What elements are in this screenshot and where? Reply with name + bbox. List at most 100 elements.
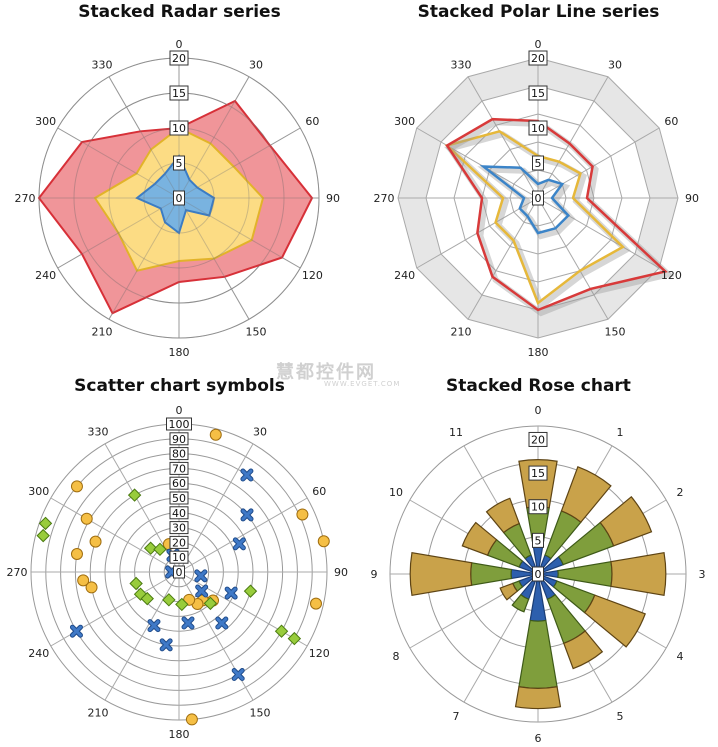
- angle-label: 180: [528, 346, 549, 359]
- scatter-point-diamond: [287, 631, 302, 646]
- scatter-point-x: [196, 585, 208, 597]
- rose-segment-1: [470, 562, 513, 586]
- radial-label: 10: [172, 551, 186, 564]
- angle-label: 0: [176, 404, 183, 417]
- angle-label: 120: [302, 269, 323, 282]
- polar-line-chart: 0 30 60 90 120 150 180 210 240 270 300 330 0 5 10 15 20: [374, 38, 700, 359]
- angle-label: 8: [392, 650, 399, 663]
- radial-label: 30: [172, 522, 186, 535]
- grid-spoke-overlay: [178, 197, 250, 320]
- rose-segment-1: [518, 619, 558, 689]
- radial-label: 0: [176, 192, 183, 205]
- grid-spoke-overlay: [178, 76, 250, 199]
- scatter-point-x: [241, 469, 253, 481]
- scatter-point-circle: [185, 713, 198, 726]
- scatter-point-circle: [317, 535, 330, 548]
- scatter-point-circle: [77, 574, 90, 587]
- grid-spoke: [537, 76, 609, 199]
- scatter-point-x: [241, 509, 253, 521]
- scatter-title: Scatter chart symbols: [74, 376, 285, 396]
- scatter-point-diamond: [203, 596, 218, 611]
- angle-label: 4: [677, 650, 684, 663]
- angle-label: 330: [92, 59, 113, 72]
- radial-label-box: [166, 417, 192, 431]
- grid-spoke: [178, 571, 308, 647]
- radial-label: 100: [169, 418, 190, 431]
- angle-label: 240: [35, 269, 56, 282]
- angle-label: 1: [617, 426, 624, 439]
- grid-spoke: [178, 497, 308, 573]
- scatter-point-diamond: [36, 528, 50, 543]
- scatter-point-x: [70, 625, 82, 637]
- angle-label: 270: [15, 192, 36, 205]
- scatter-point-diamond: [153, 542, 167, 557]
- scatter-point-diamond: [129, 576, 143, 591]
- angle-label: 30: [249, 59, 263, 72]
- grid-spoke-overlay: [108, 197, 180, 320]
- rose-segment-2: [461, 521, 498, 557]
- scatter-point-diamond: [175, 597, 189, 612]
- radial-label-box: [169, 432, 189, 446]
- scatter-panel: Scatter chart symbols 0 30 60 90 120 150 180 21…: [0, 374, 359, 747]
- radial-label: 20: [172, 52, 186, 65]
- scatter-point-diamond: [162, 593, 176, 607]
- radial-label: 0: [535, 192, 542, 205]
- angle-label: 150: [605, 325, 626, 338]
- rose-title: Stacked Rose chart: [446, 376, 631, 396]
- radial-label: 60: [172, 477, 186, 490]
- radial-label: 20: [172, 536, 186, 549]
- rose-segment-1: [511, 593, 530, 613]
- scatter-point-circle: [296, 508, 309, 521]
- polar-line-series-2: [445, 117, 668, 312]
- radial-label-box: [532, 532, 544, 548]
- angle-label: 180: [169, 728, 190, 741]
- radial-label: 10: [172, 122, 186, 135]
- angle-label: 300: [394, 115, 415, 128]
- watermark-sub: WWW.EVGET.COM: [324, 380, 401, 388]
- radial-label-box: [173, 155, 185, 171]
- polar-line-series-0: [479, 165, 571, 235]
- scatter-chart: 0306090120150180210240270300330010203040…: [7, 404, 349, 741]
- angle-label: 150: [250, 706, 271, 719]
- radial-label-box: [169, 521, 189, 535]
- radial-label-box: [528, 120, 548, 136]
- angle-label: 60: [305, 115, 319, 128]
- radial-label: 0: [176, 566, 183, 579]
- scatter-point-circle: [70, 480, 83, 493]
- grid-spoke-overlay: [108, 76, 180, 199]
- angle-label: 300: [35, 115, 56, 128]
- scatter-point-x: [225, 587, 237, 599]
- polar-line-shadow-2: [445, 119, 675, 317]
- radar-title: Stacked Radar series: [78, 2, 281, 22]
- angle-label: 60: [664, 115, 678, 128]
- radial-label: 10: [531, 122, 545, 135]
- grid-spoke: [416, 127, 539, 199]
- radar-panel: Stacked Radar series 0 30 60 90 120 150 180 210…: [0, 0, 359, 373]
- rose-segment-2: [599, 495, 653, 547]
- radial-label-box: [169, 506, 189, 520]
- radial-label: 10: [531, 501, 545, 514]
- radial-label-box: [169, 120, 189, 136]
- grid-spoke: [537, 197, 660, 269]
- radial-label-box: [528, 431, 548, 447]
- scatter-point-diamond: [274, 624, 289, 638]
- grid-spoke: [537, 197, 609, 320]
- scatter-point-circle: [209, 428, 222, 441]
- grid-spoke: [104, 571, 180, 701]
- angle-label: 90: [334, 566, 348, 579]
- radial-label-box: [528, 50, 548, 66]
- rose-segment-2: [514, 686, 562, 710]
- radial-label-box: [532, 190, 544, 206]
- angle-label: 90: [685, 192, 699, 205]
- grid-spoke-overlay: [57, 127, 180, 199]
- grid-spoke-overlay: [178, 197, 301, 269]
- scatter-point-circle: [85, 581, 98, 594]
- scatter-point-circle: [89, 535, 102, 548]
- angle-label: 210: [88, 706, 109, 719]
- radial-label-box: [528, 499, 548, 515]
- angle-label: 120: [309, 647, 330, 660]
- radar-chart: 0 30 60 90 120 150 180 210 240 270 300 330 0 5 10 15 20: [15, 38, 341, 359]
- grid-spoke: [467, 197, 539, 320]
- angle-label: 180: [169, 346, 190, 359]
- angle-label: 0: [176, 38, 183, 51]
